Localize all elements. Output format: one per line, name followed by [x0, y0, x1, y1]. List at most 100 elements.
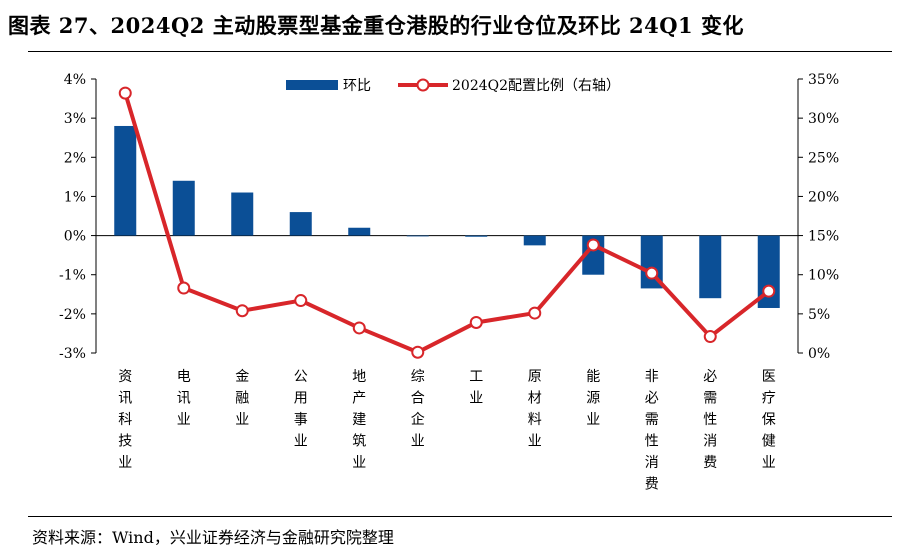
- category-label-char: 费: [703, 455, 717, 471]
- category-label-char: 业: [352, 455, 366, 471]
- category-label-char: 非: [645, 369, 659, 385]
- legend-line-label: 2024Q2配置比例（右轴）: [452, 78, 620, 94]
- left-tick-label: -2%: [59, 307, 86, 323]
- legend-bar-swatch: [286, 80, 338, 90]
- category-label-char: 融: [235, 391, 249, 407]
- line-point: [469, 315, 483, 329]
- chart-title: 图表 27、2024Q2 主动股票型基金重仓港股的行业仓位及环比 24Q1 变化: [8, 13, 744, 38]
- category-label: 地产建筑业: [352, 369, 366, 471]
- category-label-char: 技: [118, 434, 132, 450]
- right-tick-label: 30%: [808, 111, 839, 127]
- left-tick-label: -1%: [59, 268, 86, 284]
- bar: [406, 235, 429, 237]
- category-label-char: 地: [352, 369, 366, 385]
- category-label-char: 业: [411, 434, 425, 450]
- category-label-char: 建: [352, 412, 366, 428]
- category-label-char: 消: [703, 434, 717, 450]
- bar: [523, 235, 546, 246]
- category-label-char: 讯: [118, 391, 132, 407]
- bar: [172, 180, 195, 236]
- category-label-char: 综: [411, 369, 425, 385]
- line-point: [177, 281, 191, 295]
- category-label-char: 必: [645, 391, 659, 407]
- category-label-char: 工: [469, 369, 483, 385]
- line-point: [235, 304, 249, 318]
- category-label-char: 业: [586, 412, 600, 428]
- line-point: [762, 284, 776, 298]
- category-label-char: 产: [352, 391, 366, 407]
- category-label-char: 科: [118, 412, 132, 428]
- category-label: 原材料业: [528, 369, 542, 450]
- left-tick-label: 1%: [64, 189, 86, 205]
- category-label-char: 合: [411, 391, 425, 407]
- category-label-char: 事: [294, 412, 308, 428]
- category-label-char: 业: [118, 455, 132, 471]
- category-label: 电讯业: [177, 369, 191, 428]
- left-tick-label: 2%: [64, 150, 86, 166]
- category-label-char: 疗: [762, 391, 776, 407]
- category-label-char: 消: [645, 455, 659, 471]
- right-tick-label: 15%: [808, 229, 839, 245]
- category-label-char: 业: [528, 434, 542, 450]
- category-label-char: 企: [411, 411, 425, 428]
- category-label-char: 筑: [352, 434, 366, 450]
- category-label-char: 业: [762, 455, 776, 471]
- bar: [348, 227, 371, 236]
- category-label-char: 健: [762, 434, 776, 450]
- line-point: [586, 238, 600, 252]
- category-label-char: 医: [762, 369, 776, 385]
- line-point: [528, 306, 542, 320]
- category-label-char: 保: [762, 412, 776, 428]
- bar: [231, 192, 254, 236]
- category-label-char: 料: [528, 412, 542, 428]
- left-tick-label: -3%: [59, 346, 86, 362]
- category-label-char: 需: [645, 412, 659, 428]
- right-tick-label: 20%: [808, 189, 839, 205]
- category-label-char: 业: [177, 412, 191, 428]
- line-point: [118, 86, 132, 100]
- category-label-char: 能: [586, 369, 600, 385]
- left-tick-label: 3%: [64, 111, 86, 127]
- category-label: 工业: [469, 369, 483, 407]
- left-tick-label: 0%: [64, 229, 86, 245]
- source-note: 资料来源：Wind，兴业证券经济与金融研究院整理: [32, 528, 394, 547]
- category-label-char: 资: [118, 369, 132, 385]
- title-divider: [28, 51, 892, 52]
- category-label: 必需性消费: [703, 369, 717, 471]
- bar: [465, 235, 488, 237]
- category-label-char: 讯: [177, 391, 191, 407]
- category-label: 资讯科技业: [118, 369, 132, 471]
- line-point: [352, 321, 366, 335]
- category-label: 综合企业: [411, 369, 425, 450]
- category-label-char: 电: [177, 369, 191, 385]
- category-label-char: 业: [235, 412, 249, 428]
- category-label-char: 金: [235, 369, 249, 385]
- category-label: 公用事业: [294, 369, 308, 450]
- category-label-char: 业: [294, 434, 308, 450]
- bar-series: [114, 125, 780, 308]
- line-point: [411, 345, 425, 359]
- category-label-char: 业: [469, 391, 483, 407]
- category-labels: 资讯科技业电讯业金融业公用事业地产建筑业综合企业工业原材料业能源业非必需性消费必…: [118, 369, 776, 493]
- legend-bar-label: 环比: [343, 78, 371, 94]
- category-label: 金融业: [235, 369, 249, 428]
- line-point: [294, 294, 308, 308]
- right-tick-label: 25%: [808, 150, 839, 166]
- category-label-char: 原: [528, 369, 542, 385]
- category-label-char: 需: [703, 391, 717, 407]
- line-point: [645, 266, 659, 280]
- line-point: [703, 330, 717, 344]
- category-label-char: 公: [294, 369, 308, 385]
- bar: [289, 212, 312, 236]
- category-label: 非必需性消费: [645, 369, 659, 493]
- category-label-char: 源: [586, 391, 600, 407]
- category-label-char: 材: [528, 391, 542, 407]
- legend-line-marker: [416, 78, 430, 92]
- legend: 环比 2024Q2配置比例（右轴）: [286, 78, 620, 94]
- category-label: 能源业: [586, 369, 600, 428]
- source-divider: [28, 516, 892, 517]
- category-label-char: 性: [645, 434, 659, 450]
- category-label: 医疗保健业: [762, 369, 776, 471]
- category-label-char: 费: [645, 477, 659, 493]
